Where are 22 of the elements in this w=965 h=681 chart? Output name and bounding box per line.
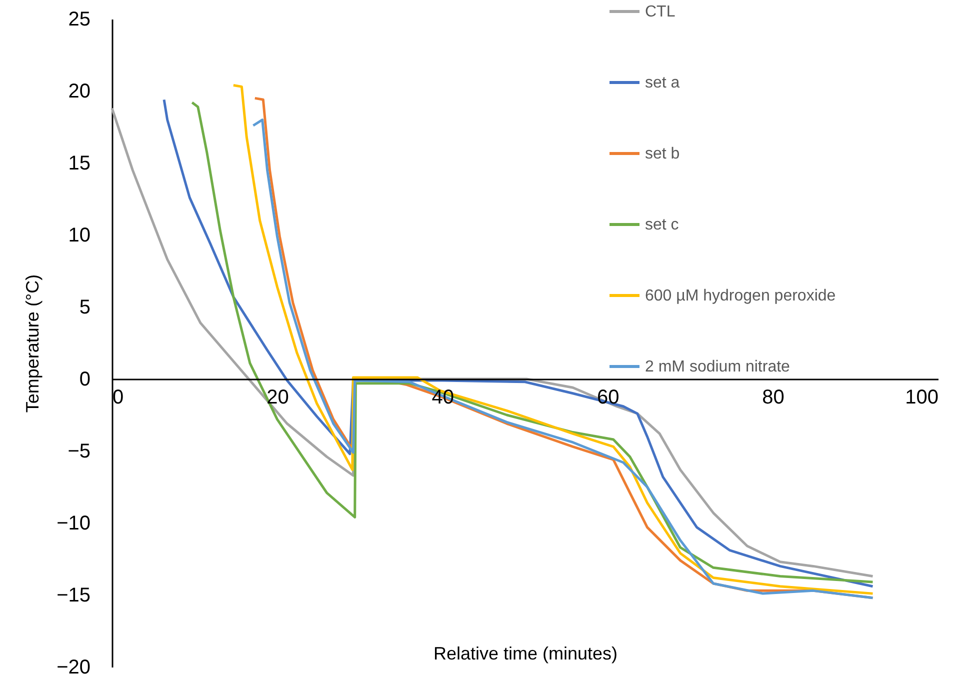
y-tick-label: −20: [56, 656, 90, 678]
x-axis-title: Relative time (minutes): [433, 644, 618, 664]
legend-label: CTL: [645, 4, 676, 20]
x-tick-label: 20: [266, 386, 289, 408]
y-tick-label: −5: [68, 440, 90, 462]
y-tick-label: 15: [68, 152, 90, 174]
y-tick-label: 0: [79, 368, 90, 390]
x-tick-label: 80: [762, 386, 784, 408]
x-tick-label: 0: [112, 386, 124, 408]
legend-label: set a: [645, 74, 680, 92]
legend-label: 600 µM hydrogen peroxide: [645, 288, 836, 304]
x-tick-label: 100: [905, 386, 938, 408]
legend-label: set c: [645, 216, 679, 234]
y-tick-label: −15: [56, 584, 90, 606]
y-tick-label: 10: [68, 224, 90, 246]
y-tick-label: 20: [68, 80, 90, 102]
y-tick-label: 25: [68, 8, 90, 30]
legend-label: set b: [645, 146, 680, 162]
y-axis-title: Temperature (°C): [22, 274, 43, 413]
legend-label: 2 mM sodium nitrate: [645, 358, 790, 376]
y-tick-label: 5: [79, 296, 90, 318]
y-tick-label: −10: [56, 512, 90, 534]
